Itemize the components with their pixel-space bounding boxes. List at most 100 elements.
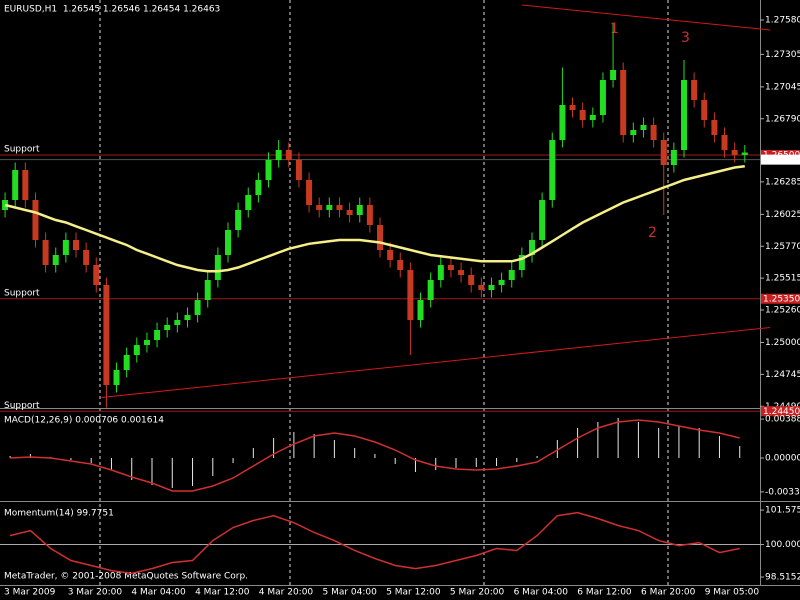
- candle-body: [447, 265, 454, 270]
- y-tick-label: 0.000000: [765, 454, 800, 464]
- candle-body: [133, 345, 140, 355]
- candle-body: [579, 110, 586, 120]
- current-price-box: [761, 154, 800, 165]
- level-price-label: 1.25350: [763, 294, 800, 304]
- day-separators: [99, 0, 669, 585]
- momentum-title: Momentum(14) 99.7751: [4, 509, 114, 519]
- candle-body: [508, 270, 515, 280]
- x-tick-label: 4 Mar 04:00: [131, 588, 186, 598]
- candle-body: [93, 265, 100, 285]
- candle-body: [549, 140, 556, 200]
- wave-annotation: 3: [681, 30, 690, 46]
- y-tick-label: 1.26285: [765, 177, 800, 187]
- candle-body: [356, 205, 363, 215]
- candle-body: [407, 270, 414, 320]
- candle-body: [589, 115, 596, 120]
- candle-body: [387, 250, 394, 260]
- y-tick-label: 98.5152: [765, 573, 800, 583]
- candle-body: [640, 125, 647, 130]
- y-tick-label: 0.003889: [765, 415, 800, 425]
- x-tick-label: 5 Mar 04:00: [323, 588, 378, 598]
- candle-body: [225, 230, 231, 255]
- candle-body: [569, 105, 576, 110]
- y-tick-label: 1.25770: [765, 242, 800, 252]
- footer: MetaTrader, © 2001-2008 MetaQuotes Softw…: [4, 572, 248, 582]
- candle-body: [681, 80, 687, 150]
- candle-body: [346, 210, 353, 215]
- support-label: Support: [4, 288, 40, 298]
- y-tick-label: 1.24745: [765, 370, 800, 380]
- y-tick-label: 1.27580: [765, 16, 800, 26]
- candle-body: [12, 170, 19, 200]
- candle-body: [427, 280, 434, 300]
- candle-body: [741, 152, 748, 155]
- candle-body: [245, 195, 252, 210]
- macd-title: MACD(12,26,9) 0.000706 0.001614: [4, 416, 164, 426]
- x-tick-label: 3 Mar 2009: [4, 588, 56, 598]
- chart-header: EURUSD,H1 1.26545 1.26546 1.26454 1.2646…: [4, 5, 220, 15]
- candle-body: [721, 135, 728, 150]
- candle-body: [610, 70, 617, 80]
- x-tick-label: 5 Mar 12:00: [386, 588, 441, 598]
- candle-body: [691, 80, 698, 100]
- trendline: [101, 327, 771, 398]
- candle-body: [52, 255, 59, 265]
- candle-body: [103, 285, 110, 385]
- candle-body: [123, 355, 130, 370]
- candle-body: [2, 200, 9, 210]
- y-tick-label: 1.26025: [765, 210, 800, 220]
- candle-body: [255, 180, 262, 195]
- trendline: [521, 4, 771, 31]
- candle-body: [539, 200, 546, 240]
- level-price-box: [761, 293, 800, 304]
- candle-body: [336, 205, 343, 210]
- y-tick-label: 1.27045: [765, 82, 800, 92]
- candle-body: [154, 330, 161, 340]
- candle-body: [478, 285, 485, 290]
- candle-body: [701, 100, 708, 120]
- candle-body: [670, 150, 677, 165]
- candle-body: [397, 260, 404, 270]
- candle-body: [143, 340, 150, 345]
- candle-body: [265, 160, 272, 180]
- candle-body: [32, 200, 39, 240]
- candle-body: [458, 270, 465, 275]
- candle-body: [113, 370, 120, 385]
- candle-body: [417, 300, 424, 320]
- candle-body: [22, 170, 29, 200]
- candle-body: [498, 280, 505, 285]
- y-tick-label: 1.26790: [765, 114, 800, 124]
- x-tick-label: 5 Mar 20:00: [450, 588, 505, 598]
- level-price-label: 1.24450: [763, 407, 800, 417]
- candle-body: [518, 255, 525, 270]
- momentum-line: [9, 511, 740, 575]
- y-tick-label: 1.27305: [765, 50, 800, 60]
- candle-body: [194, 300, 201, 315]
- level-price-box: [761, 406, 800, 417]
- candle-body: [204, 280, 211, 300]
- candle-body: [62, 240, 69, 255]
- candle-body: [306, 180, 313, 205]
- x-tick-label: 4 Mar 12:00: [195, 588, 250, 598]
- x-tick-label: 6 Mar 04:00: [514, 588, 569, 598]
- candle-body: [650, 125, 657, 140]
- candle-body: [620, 70, 627, 135]
- y-tick-label: 1.25515: [765, 274, 800, 284]
- x-tick-label: 6 Mar 12:00: [577, 588, 632, 598]
- candle-body: [366, 205, 373, 225]
- candle-body: [42, 240, 49, 265]
- candle-body: [184, 315, 191, 320]
- y-tick-label: 100.0000: [765, 540, 800, 550]
- support-label: Support: [4, 401, 40, 411]
- candle-body: [529, 240, 535, 255]
- candle-body: [731, 150, 738, 155]
- candle-body: [164, 325, 171, 330]
- candle-body: [316, 205, 323, 210]
- candle-body: [711, 120, 718, 135]
- wave-annotation: 2: [648, 225, 657, 241]
- y-tick-label: 101.5754: [765, 506, 800, 516]
- candle-body: [488, 285, 495, 290]
- wave-annotation: 1: [610, 21, 619, 37]
